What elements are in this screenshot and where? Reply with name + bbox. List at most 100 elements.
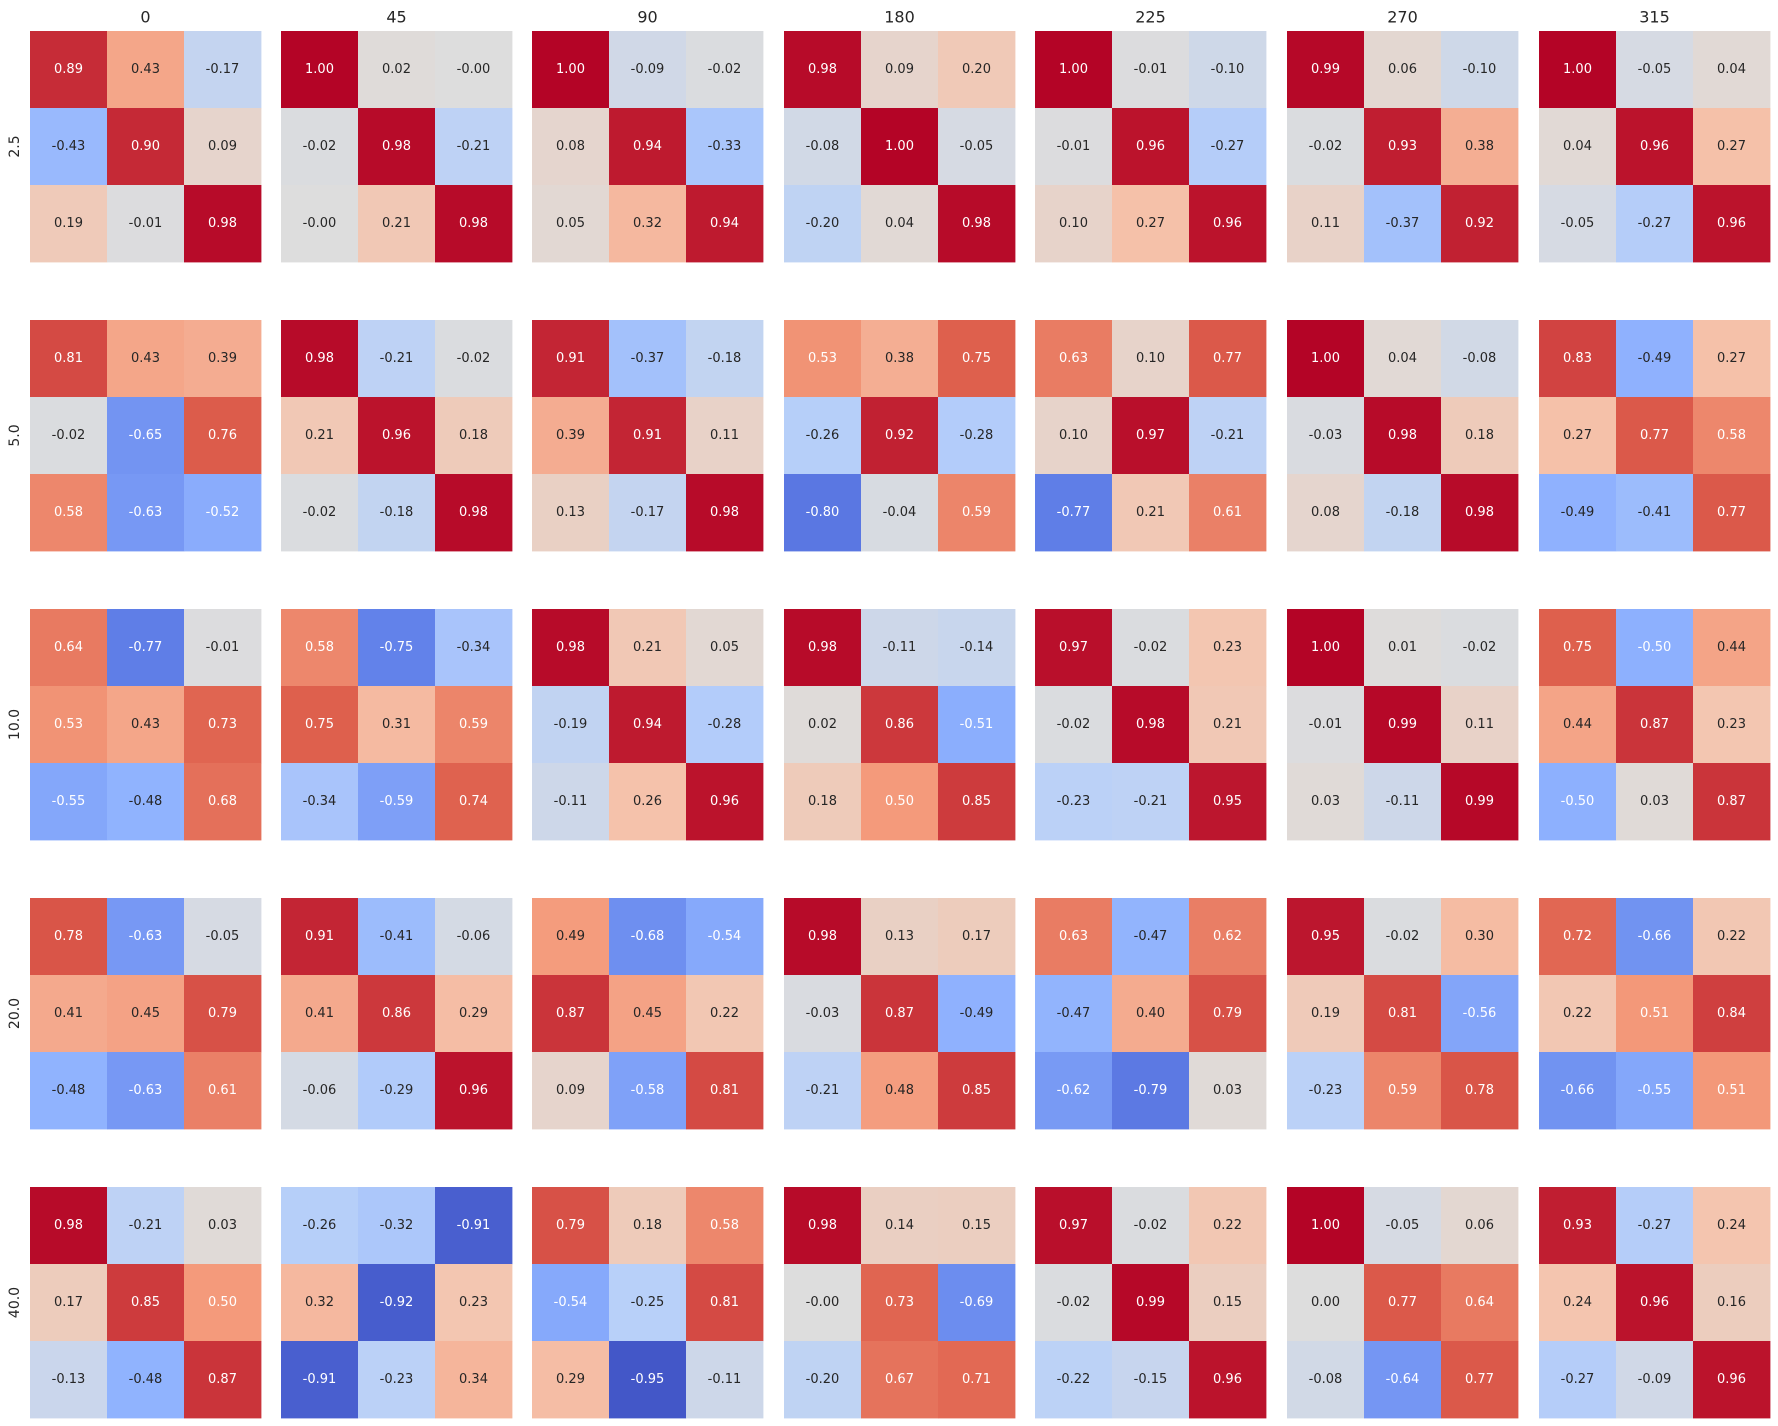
heatmap-cell bbox=[107, 975, 185, 1053]
heatmap-cell-label: 0.99 bbox=[1136, 1295, 1165, 1310]
row-label: 5.0 bbox=[7, 424, 23, 446]
heatmap-cell-label: -0.01 bbox=[206, 640, 240, 655]
heatmap-cell-label: 0.85 bbox=[962, 794, 991, 809]
heatmap-cell bbox=[1364, 108, 1442, 186]
heatmap-cell bbox=[938, 1341, 1016, 1419]
heatmap-cell-label: 0.32 bbox=[305, 1295, 334, 1310]
heatmap-cell bbox=[861, 31, 939, 109]
heatmap-cell bbox=[1616, 975, 1694, 1053]
heatmap-cell bbox=[107, 763, 185, 841]
heatmap-cell-label: -0.14 bbox=[960, 640, 994, 655]
heatmap-cell bbox=[1112, 108, 1190, 186]
heatmap-cell-label: -0.21 bbox=[129, 1218, 163, 1233]
heatmap-cell bbox=[609, 609, 687, 687]
heatmap-cell bbox=[532, 1264, 610, 1342]
heatmap-cell-label: 0.24 bbox=[1563, 1295, 1592, 1310]
heatmap-cell-label: 0.02 bbox=[808, 717, 837, 732]
heatmap-cell bbox=[1539, 397, 1617, 475]
heatmap-panel: 0.98 -0.11 -0.14 0.02 0.86 -0.51 0.18 0.50 0.85 bbox=[784, 609, 1016, 841]
heatmap-cell bbox=[686, 609, 764, 687]
heatmap-cell bbox=[1112, 609, 1190, 687]
heatmap-cell bbox=[938, 320, 1016, 398]
heatmap-cell bbox=[532, 686, 610, 764]
heatmap-cell-label: 0.27 bbox=[1136, 216, 1165, 231]
heatmap-cell-label: -0.00 bbox=[303, 216, 337, 231]
heatmap-cell bbox=[609, 474, 687, 552]
heatmap-cell-label: 0.11 bbox=[1311, 216, 1340, 231]
heatmap-cell bbox=[435, 320, 513, 398]
heatmap-cell-label: -0.01 bbox=[129, 216, 163, 231]
heatmap-cell bbox=[1693, 763, 1771, 841]
heatmap-cell bbox=[435, 975, 513, 1053]
heatmap-cell bbox=[532, 898, 610, 976]
heatmap-cell-label: 1.00 bbox=[885, 139, 914, 154]
heatmap-cell-label: 0.04 bbox=[1388, 351, 1417, 366]
heatmap-cell bbox=[1441, 474, 1519, 552]
heatmap-panel: 1.00 0.04 -0.08 -0.03 0.98 0.18 0.08 -0.18 0.98 bbox=[1287, 320, 1519, 552]
heatmap-cell-label: 0.62 bbox=[1213, 929, 1242, 944]
heatmap-cell-label: 0.09 bbox=[885, 62, 914, 77]
row-label: 10.0 bbox=[7, 709, 23, 740]
heatmap-cell-label: 0.93 bbox=[1563, 1218, 1592, 1233]
heatmap-cell-label: -0.02 bbox=[1463, 640, 1497, 655]
heatmap-cell bbox=[1364, 1264, 1442, 1342]
heatmap-cell-label: -0.18 bbox=[708, 351, 742, 366]
heatmap-cell-label: -0.05 bbox=[206, 929, 240, 944]
heatmap-cell bbox=[1539, 1264, 1617, 1342]
column-label: 45 bbox=[386, 8, 406, 27]
heatmap-panel: 0.81 0.43 0.39 -0.02 -0.65 0.76 0.58 -0.63 -0.52 bbox=[30, 320, 262, 552]
heatmap-cell-label: -0.23 bbox=[1309, 1083, 1343, 1098]
heatmap-cell-label: -0.02 bbox=[303, 505, 337, 520]
heatmap-cell-label: 0.14 bbox=[885, 1218, 914, 1233]
heatmap-cell-label: 1.00 bbox=[556, 62, 585, 77]
heatmap-cell-label: 0.98 bbox=[459, 216, 488, 231]
heatmap-cell bbox=[784, 1264, 862, 1342]
heatmap-cell-label: 0.91 bbox=[633, 428, 662, 443]
heatmap-cell-label: -0.06 bbox=[303, 1083, 337, 1098]
heatmap-cell-label: -0.65 bbox=[129, 428, 163, 443]
heatmap-cell bbox=[281, 763, 359, 841]
heatmap-cell bbox=[1035, 320, 1113, 398]
heatmap-cell bbox=[1441, 320, 1519, 398]
heatmap-cell-label: 0.68 bbox=[208, 794, 237, 809]
heatmap-cell-label: -0.23 bbox=[380, 1372, 414, 1387]
heatmap-cell-label: 0.18 bbox=[459, 428, 488, 443]
heatmap-cell-label: 0.89 bbox=[54, 62, 83, 77]
heatmap-cell bbox=[1364, 1341, 1442, 1419]
heatmap-cell bbox=[784, 31, 862, 109]
heatmap-cell bbox=[358, 1187, 436, 1265]
row-label: 20.0 bbox=[7, 998, 23, 1029]
heatmap-cell-label: 0.64 bbox=[54, 640, 83, 655]
heatmap-cell-label: 0.10 bbox=[1059, 216, 1088, 231]
heatmap-cell-label: -0.00 bbox=[457, 62, 491, 77]
heatmap-cell-label: -0.22 bbox=[1057, 1372, 1091, 1387]
heatmap-cell bbox=[784, 108, 862, 186]
heatmap-cell bbox=[609, 320, 687, 398]
heatmap-cell-label: -0.02 bbox=[52, 428, 86, 443]
heatmap-cell-label: 0.27 bbox=[1717, 139, 1746, 154]
heatmap-panel: 0.83 -0.49 0.27 0.27 0.77 0.58 -0.49 -0.41 0.77 bbox=[1539, 320, 1771, 552]
heatmap-cell-label: 0.85 bbox=[131, 1295, 160, 1310]
heatmap-cell-label: 0.97 bbox=[1059, 1218, 1088, 1233]
heatmap-cell-label: 0.79 bbox=[208, 1006, 237, 1021]
heatmap-cell bbox=[281, 1264, 359, 1342]
heatmap-cell bbox=[784, 1187, 862, 1265]
heatmap-panel: 1.00 0.01 -0.02 -0.01 0.99 0.11 0.03 -0.11 0.99 bbox=[1287, 609, 1519, 841]
heatmap-cell-label: 0.73 bbox=[885, 1295, 914, 1310]
heatmap-cell bbox=[107, 1052, 185, 1130]
heatmap-cell bbox=[784, 975, 862, 1053]
heatmap-cell-label: 0.24 bbox=[1717, 1218, 1746, 1233]
heatmap-cell-label: 0.87 bbox=[208, 1372, 237, 1387]
heatmap-cell bbox=[1035, 609, 1113, 687]
heatmap-cell bbox=[1616, 609, 1694, 687]
heatmap-cell bbox=[281, 185, 359, 263]
heatmap-cell-label: 0.64 bbox=[1465, 1295, 1494, 1310]
heatmap-cell bbox=[184, 763, 262, 841]
heatmap-cell bbox=[1539, 1187, 1617, 1265]
heatmap-cell bbox=[686, 185, 764, 263]
heatmap-cell bbox=[1112, 898, 1190, 976]
heatmap-cell bbox=[1112, 397, 1190, 475]
heatmap-cell bbox=[1693, 185, 1771, 263]
heatmap-panel: 1.00 -0.09 -0.02 0.08 0.94 -0.33 0.05 0.32 0.94 bbox=[532, 31, 764, 263]
heatmap-cell-label: 0.15 bbox=[962, 1218, 991, 1233]
